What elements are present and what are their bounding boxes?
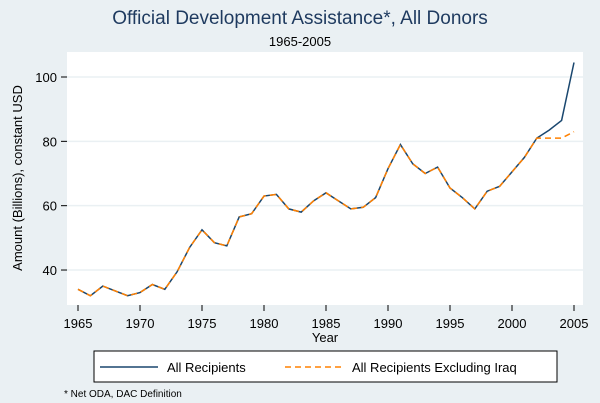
y-tick-label: 80 (43, 134, 57, 149)
x-tick-label: 1975 (188, 316, 217, 331)
chart-subtitle: 1965-2005 (269, 34, 331, 49)
chart-title: Official Development Assistance*, All Do… (112, 8, 488, 29)
y-axis-label: Amount (Billions), constant USD (10, 85, 25, 271)
y-tick-label: 100 (35, 70, 57, 85)
legend-label-excluding-iraq: All Recipients Excluding Iraq (352, 360, 517, 375)
x-tick-label: 2000 (498, 316, 527, 331)
y-tick-label: 40 (43, 263, 57, 278)
x-tick-label: 1970 (126, 316, 155, 331)
plot-area (67, 52, 583, 305)
y-tick-label: 60 (43, 199, 57, 214)
footnote: * Net ODA, DAC Definition (64, 389, 182, 400)
legend-label-all-recipients: All Recipients (167, 360, 246, 375)
x-tick-label: 1985 (312, 316, 341, 331)
x-tick-label: 1980 (250, 316, 279, 331)
x-tick-label: 2005 (560, 316, 589, 331)
x-tick-label: 1990 (374, 316, 403, 331)
x-tick-label: 1965 (64, 316, 93, 331)
x-tick-label: 1995 (436, 316, 465, 331)
legend: All Recipients All Recipients Excluding … (93, 350, 558, 383)
x-axis-label: Year (312, 330, 339, 345)
